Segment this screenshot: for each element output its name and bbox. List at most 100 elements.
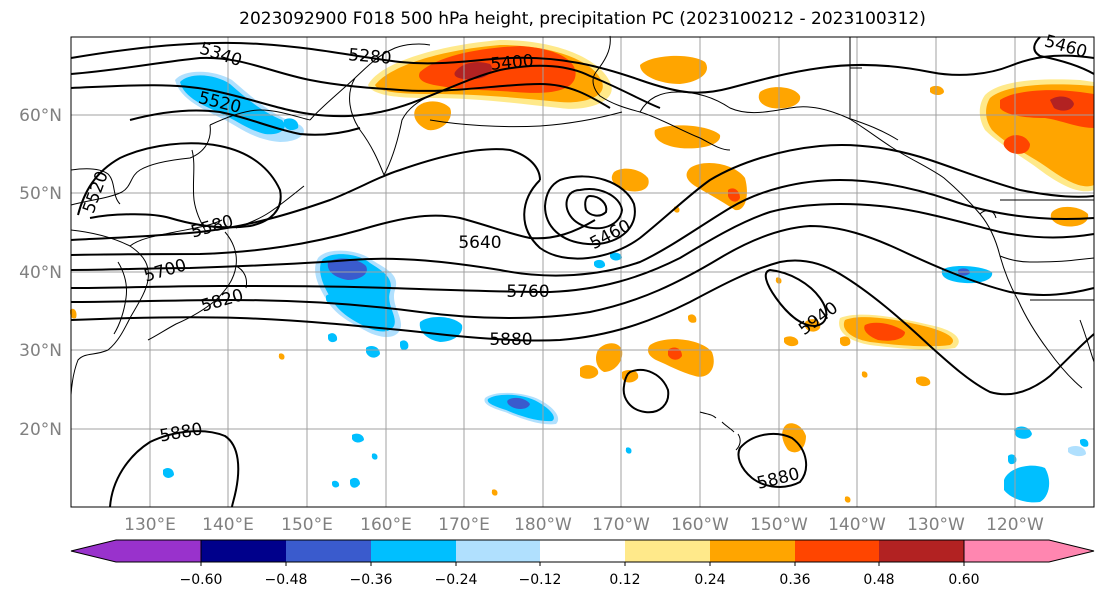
map-frame — [70, 36, 1095, 508]
coast-aleutians — [429, 111, 623, 128]
lon-label: 160°W — [671, 515, 729, 535]
contour-5880c — [737, 432, 808, 488]
precip-negative-s2 — [352, 433, 364, 443]
precip-positive-ep1c — [864, 322, 905, 341]
colorbar-frame — [200, 539, 965, 563]
colorbar-tick-label: 0.60 — [948, 572, 979, 588]
coast-kamchatka — [309, 43, 431, 176]
precip-positive-ep2 — [648, 339, 714, 377]
precip-negative-nwpac-4 — [419, 316, 463, 342]
contour-5700 — [70, 178, 1095, 277]
contour-5820 — [70, 224, 1095, 319]
coast-okhotsk-south — [209, 109, 311, 126]
precip-positive-nw1 — [930, 85, 944, 95]
contour-label: 5520 — [79, 169, 113, 216]
colorbar-segment — [286, 540, 371, 562]
precip-negative-okhotsk-3 — [284, 118, 299, 131]
contour-5880b — [622, 369, 670, 414]
colorbar-segment — [795, 540, 879, 562]
lon-label: 180°W — [514, 515, 572, 535]
colorbar-segment — [371, 540, 456, 562]
lon-label: 170°W — [592, 515, 650, 535]
precip-positive-dot3 — [491, 489, 498, 496]
precip-negative-s4 — [163, 467, 174, 478]
coast-asia — [70, 124, 223, 396]
precip-negative-se4 — [1068, 446, 1086, 457]
colorbar-extend-low — [70, 539, 202, 563]
map-title: 2023092900 F018 500 hPa height, precipit… — [239, 9, 926, 29]
contour-label: 5400 — [490, 51, 535, 75]
contour-5880d — [109, 430, 240, 508]
coast-uswest — [999, 255, 1095, 263]
lon-label: 130°W — [907, 515, 965, 535]
contour-label: 5880 — [489, 330, 532, 350]
colorbar-segment — [201, 540, 286, 562]
contour-5760 — [70, 203, 1095, 294]
precip-negative-s3 — [332, 480, 340, 488]
contour-label: 5640 — [458, 233, 501, 253]
colorbar-tick-label: −0.12 — [519, 572, 562, 588]
contour-5520a — [129, 109, 361, 136]
lon-label: 130°E — [124, 515, 176, 535]
lat-label: 50°N — [19, 184, 62, 204]
precip-negative-nwpac-7 — [400, 340, 409, 351]
contour-inner-low — [584, 194, 608, 217]
precip-negative-nwpac-3 — [327, 258, 367, 280]
contour-inner-low-3 — [543, 175, 636, 246]
lat-label: 30°N — [19, 341, 62, 361]
colorbar-tick-label: 0.36 — [779, 572, 810, 588]
contour-label: 5580 — [189, 211, 236, 242]
lon-label: 150°W — [750, 515, 808, 535]
coast-kurils — [235, 185, 305, 229]
precip-positive-coast1b — [728, 188, 740, 202]
contour-label: 5820 — [199, 285, 246, 316]
lon-label: 150°E — [281, 515, 333, 535]
precip-positive-canada-5 — [1050, 96, 1074, 111]
precip-positive-kamch2 — [640, 55, 708, 84]
colorbar-extend-high — [963, 539, 1095, 563]
precip-positive-canada-4 — [1003, 135, 1030, 154]
colorbar-segment — [540, 540, 625, 562]
contour-label: 5760 — [506, 282, 549, 302]
colorbar-segment — [456, 540, 540, 562]
contour-5940 — [764, 268, 828, 328]
colorbar-segment — [625, 540, 710, 562]
lon-label: 120°W — [986, 515, 1044, 535]
precip-positive-ep8 — [784, 336, 799, 347]
lat-label: 20°N — [19, 420, 62, 440]
precip-positive-akpen — [414, 101, 451, 131]
precip-positive-ep10 — [840, 336, 851, 347]
precip-negative-se3 — [1008, 454, 1017, 465]
longitude-labels: 130°E 140°E 150°E 160°E 170°E 180°W 170°… — [124, 515, 1044, 535]
lat-label: 40°N — [19, 263, 62, 283]
precip-positive-ep9 — [916, 376, 931, 387]
precip-negative-se5 — [1080, 438, 1089, 447]
colorbar-tick-label: −0.24 — [435, 572, 478, 588]
height-contours — [70, 36, 1095, 508]
contour-5400 — [70, 64, 661, 118]
precip-negative-nwpac-6 — [328, 333, 338, 343]
contour-5580 — [70, 148, 541, 241]
lat-label: 60°N — [19, 106, 62, 126]
lon-label: 170°E — [438, 515, 490, 535]
contour-label: 5880 — [755, 464, 802, 494]
precip-negative-se2 — [1014, 426, 1032, 439]
contour-5880a — [70, 259, 1095, 396]
colorbar-tick-label: −0.48 — [265, 572, 308, 588]
precip-positive-gulf1 — [654, 125, 721, 149]
contour-label: 5880 — [158, 419, 204, 446]
colorbar-tick-label: 0.12 — [609, 572, 640, 588]
colorbar-segment — [710, 540, 795, 562]
precip-negative-se1 — [1004, 465, 1050, 503]
contour-inner-low-2 — [565, 188, 624, 230]
precip-positive-dot4 — [844, 496, 851, 503]
colorbar: −0.60 −0.48 −0.36 −0.24 −0.12 0.12 0.24 … — [70, 539, 1095, 588]
precip-positive-dot6 — [861, 371, 868, 378]
precip-negative-nwpac-8 — [326, 294, 336, 304]
coast-mexico — [1079, 319, 1095, 363]
contour-label: 5280 — [347, 45, 392, 69]
precip-positive-dot1 — [70, 308, 77, 319]
precip-negative-nwpac-5 — [366, 346, 380, 358]
precip-negative-s6 — [610, 252, 622, 261]
